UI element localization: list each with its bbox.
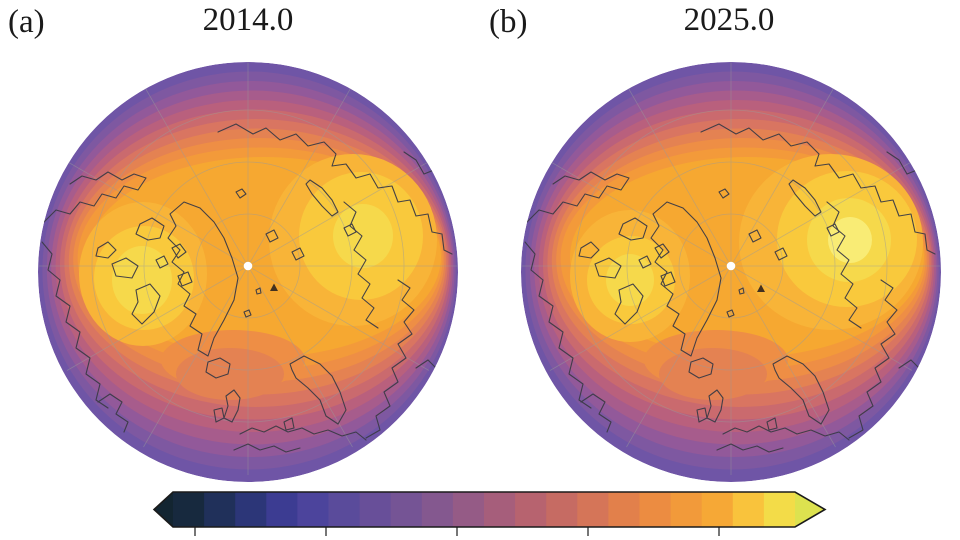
dip-pole-marker-icon (270, 283, 278, 291)
colorbar-outline (152, 491, 827, 528)
globe-map-2014 (38, 62, 458, 482)
field-maxima (79, 154, 437, 346)
globe-content (38, 62, 458, 482)
field-maxima (570, 154, 923, 342)
panel-label-a: (a) (8, 4, 45, 40)
globe-map-2025 (521, 62, 941, 482)
coastlines (524, 123, 936, 453)
colorbar-segments (173, 492, 796, 527)
field-minimum-dip-core (176, 348, 284, 400)
coastlines (41, 123, 453, 453)
field-minimum-dip-core (659, 348, 767, 400)
colorbar-left-arrow (154, 492, 173, 527)
dip-pole-marker-icon (757, 284, 765, 292)
panel-label-b: (b) (489, 4, 528, 40)
panel-title-2014: 2014.0 (202, 2, 294, 38)
colorbar (152, 491, 827, 536)
north-pole-dot (726, 261, 736, 271)
north-pole-dot (243, 261, 253, 271)
colorbar-ticks (194, 527, 720, 536)
colorbar-right-arrow (795, 492, 825, 527)
globe-content (521, 62, 941, 482)
panel-title-2025: 2025.0 (683, 2, 775, 38)
